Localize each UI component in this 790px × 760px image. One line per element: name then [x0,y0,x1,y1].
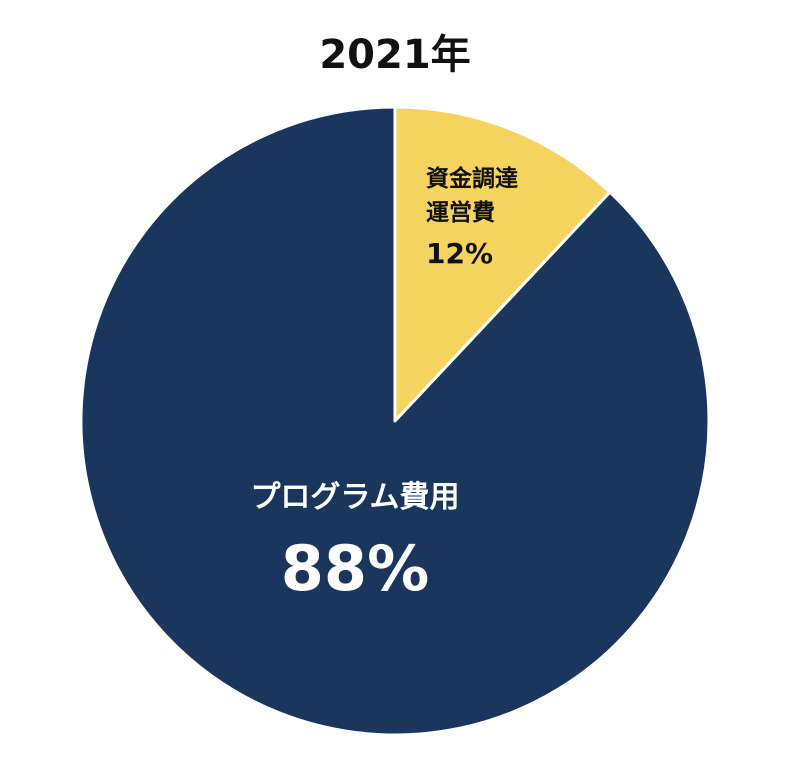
slice-value-label-1: 88% [281,532,429,605]
slice-label-0-line-1: 運営費 [426,199,495,226]
slice-value-label-0: 12% [426,237,493,270]
slice-label-1-line-0: プログラム費用 [250,480,459,515]
pie-slice-1 [79,105,711,737]
chart-title: 2021年 [319,32,471,78]
pie-slice-0 [393,105,612,423]
slice-label-0-line-0: 資金調達 [426,165,518,192]
